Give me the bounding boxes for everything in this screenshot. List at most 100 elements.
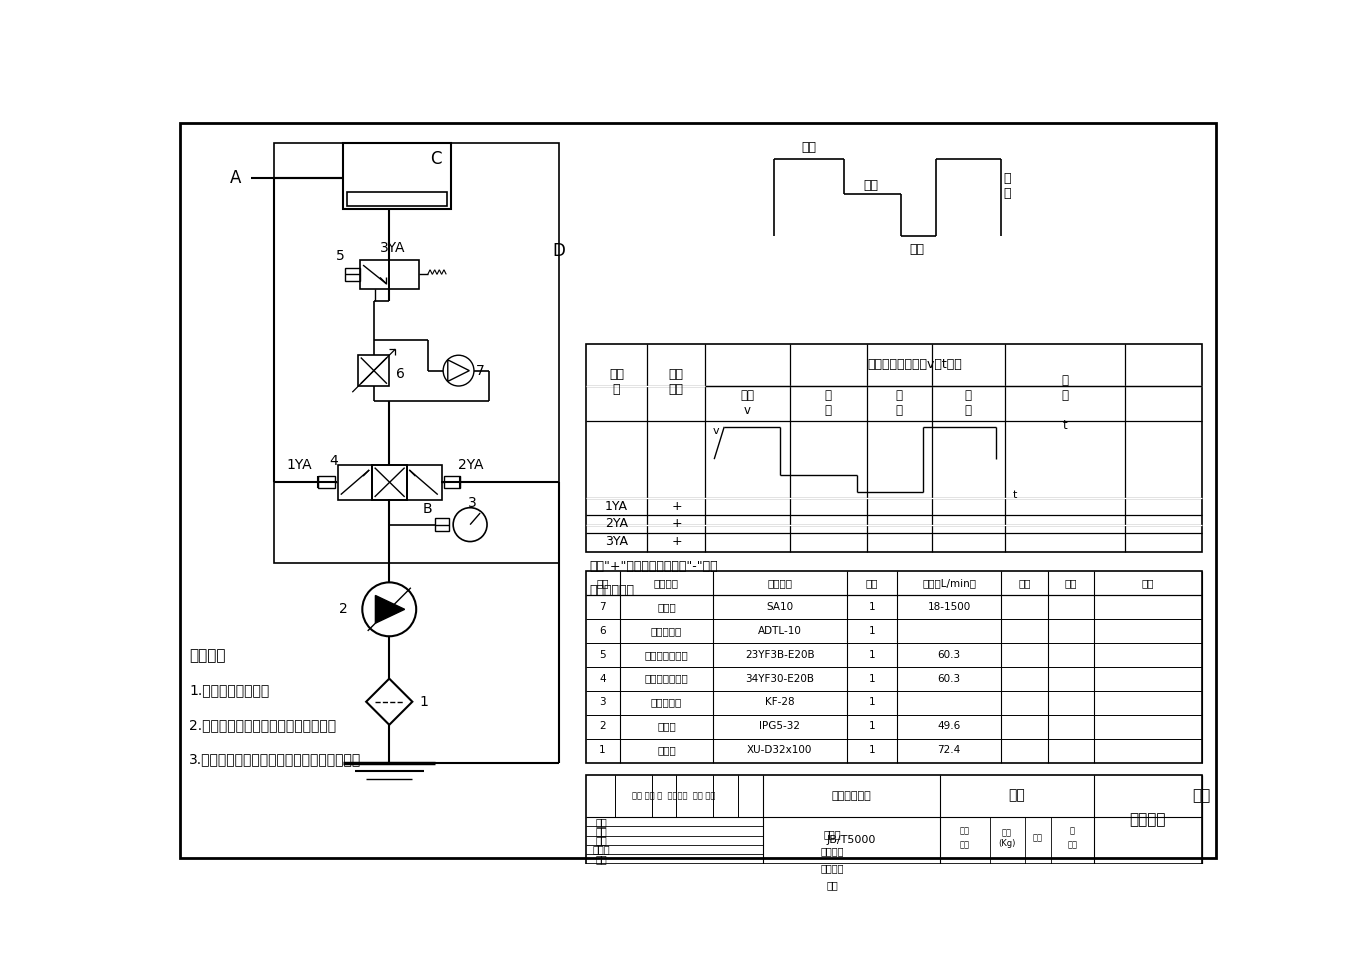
Text: 比例: 比例 (1032, 833, 1042, 843)
Text: 标记: 标记 (959, 841, 970, 850)
Text: 单重: 单重 (1019, 578, 1031, 588)
Text: +: + (671, 535, 682, 548)
Text: ADTL-10: ADTL-10 (757, 626, 802, 636)
Text: 数量: 数量 (866, 578, 878, 588)
Text: 5: 5 (336, 249, 345, 263)
Text: 3: 3 (469, 496, 477, 510)
Text: 快进: 快进 (801, 141, 816, 153)
Text: 批准: 批准 (595, 854, 607, 864)
Text: 工作设计: 工作设计 (820, 863, 843, 873)
Text: 3: 3 (599, 697, 606, 708)
Text: 3YA: 3YA (380, 241, 406, 255)
Text: 6: 6 (599, 626, 606, 636)
Text: 7: 7 (599, 602, 606, 612)
Text: 三位四通换向阀: 三位四通换向阀 (644, 674, 688, 684)
Text: 技术要求: 技术要求 (189, 648, 226, 663)
Bar (372, 465, 407, 500)
Text: 制图: 制图 (595, 817, 607, 827)
Text: 单向阀: 单向阀 (656, 602, 676, 612)
Text: JB/T5000: JB/T5000 (827, 834, 876, 845)
Text: 序号: 序号 (597, 578, 609, 588)
Text: t: t (1013, 490, 1017, 500)
Text: 1: 1 (869, 650, 876, 659)
Text: 重量
(Kg): 重量 (Kg) (998, 828, 1016, 848)
Text: 保
压: 保 压 (1004, 172, 1011, 200)
Polygon shape (376, 595, 405, 623)
Text: 停
止

t: 停 止 t (1061, 374, 1068, 432)
Bar (319, 476, 335, 488)
Text: 元件名称: 元件名称 (654, 578, 678, 588)
Text: 压力表开关: 压力表开关 (651, 697, 682, 708)
Text: D: D (552, 243, 565, 260)
Text: 单向调速阀: 单向调速阀 (651, 626, 682, 636)
Text: 23YF3B-E20B: 23YF3B-E20B (745, 650, 814, 659)
Text: 34YF30-E20B: 34YF30-E20B (745, 674, 814, 684)
Text: 60.3: 60.3 (937, 650, 960, 659)
Text: 总重: 总重 (1065, 578, 1077, 588)
Text: 图形类别: 图形类别 (1129, 812, 1166, 827)
Bar (358, 355, 390, 386)
Text: 二位三通换向阀: 二位三通换向阀 (644, 650, 688, 659)
Bar (343, 144, 451, 209)
Text: 1: 1 (869, 602, 876, 612)
Text: 4: 4 (330, 453, 338, 468)
Text: A: A (230, 169, 241, 187)
Text: 设计: 设计 (595, 826, 607, 836)
Text: +: + (671, 500, 682, 513)
Text: B: B (424, 502, 433, 517)
Bar (338, 465, 372, 500)
Text: KF-28: KF-28 (765, 697, 794, 708)
Text: IPG5-32: IPG5-32 (759, 721, 799, 731)
Text: XU-D32x100: XU-D32x100 (746, 745, 812, 755)
Text: 1: 1 (869, 674, 876, 684)
Text: C: C (429, 150, 441, 168)
Text: 6: 6 (396, 367, 406, 382)
Text: 闽藻观: 闽藻观 (823, 829, 840, 839)
Text: 4: 4 (599, 674, 606, 684)
Text: SA10: SA10 (765, 602, 793, 612)
Text: 滤油器: 滤油器 (656, 745, 676, 755)
Text: 5: 5 (599, 650, 606, 659)
Text: 备注: 备注 (1141, 578, 1154, 588)
Text: 1: 1 (599, 745, 606, 755)
Text: 2YA: 2YA (458, 458, 484, 472)
Bar (372, 465, 407, 500)
Text: 7: 7 (475, 363, 485, 378)
Text: 注："+"表示电磁铁得电，"-"表示: 注："+"表示电磁铁得电，"-"表示 (590, 560, 718, 574)
Text: 2: 2 (599, 721, 606, 731)
Text: v: v (712, 425, 719, 436)
Text: 液压泵: 液压泵 (656, 721, 676, 731)
Text: 60.3: 60.3 (937, 674, 960, 684)
Text: 1YA: 1YA (605, 500, 628, 513)
Text: 通用技术条件: 通用技术条件 (831, 790, 872, 801)
Polygon shape (366, 679, 413, 724)
Text: 3YA: 3YA (605, 535, 628, 548)
Text: 2.主回路用粗实线，控制回路用虚线。: 2.主回路用粗实线，控制回路用虚线。 (189, 718, 336, 732)
Text: 1: 1 (869, 721, 876, 731)
Text: 数颁: 数颁 (1068, 841, 1077, 850)
Text: 1YA: 1YA (286, 458, 312, 472)
Bar (390, 259, 418, 289)
Text: 图纸规格: 图纸规格 (820, 846, 843, 856)
Text: 1: 1 (419, 694, 428, 709)
Text: 电磁
铁: 电磁 铁 (609, 368, 624, 396)
Bar (444, 476, 460, 488)
Text: 元件型号: 元件型号 (767, 578, 793, 588)
Text: 2YA: 2YA (605, 518, 628, 530)
Text: 72.4: 72.4 (937, 745, 960, 755)
Text: 1: 1 (869, 626, 876, 636)
Text: 电磁铁失电。: 电磁铁失电。 (590, 584, 635, 596)
Text: 图号: 图号 (1193, 788, 1211, 803)
Text: 1.标号不必引出标注: 1.标号不必引出标注 (189, 684, 270, 697)
Text: 1: 1 (869, 697, 876, 708)
Bar (586, 344, 1201, 552)
Text: 标准化: 标准化 (592, 845, 610, 854)
Text: 流量（L/min）: 流量（L/min） (922, 578, 977, 588)
Text: 标记 数量 区  图文件号  签字 日期: 标记 数量 区 图文件号 签字 日期 (632, 791, 716, 800)
Text: 快
退: 快 退 (964, 389, 972, 417)
Text: 工进: 工进 (864, 180, 878, 192)
Text: 18-1500: 18-1500 (928, 602, 971, 612)
Bar (436, 519, 449, 531)
Bar (586, 571, 1201, 763)
Bar (345, 268, 360, 281)
